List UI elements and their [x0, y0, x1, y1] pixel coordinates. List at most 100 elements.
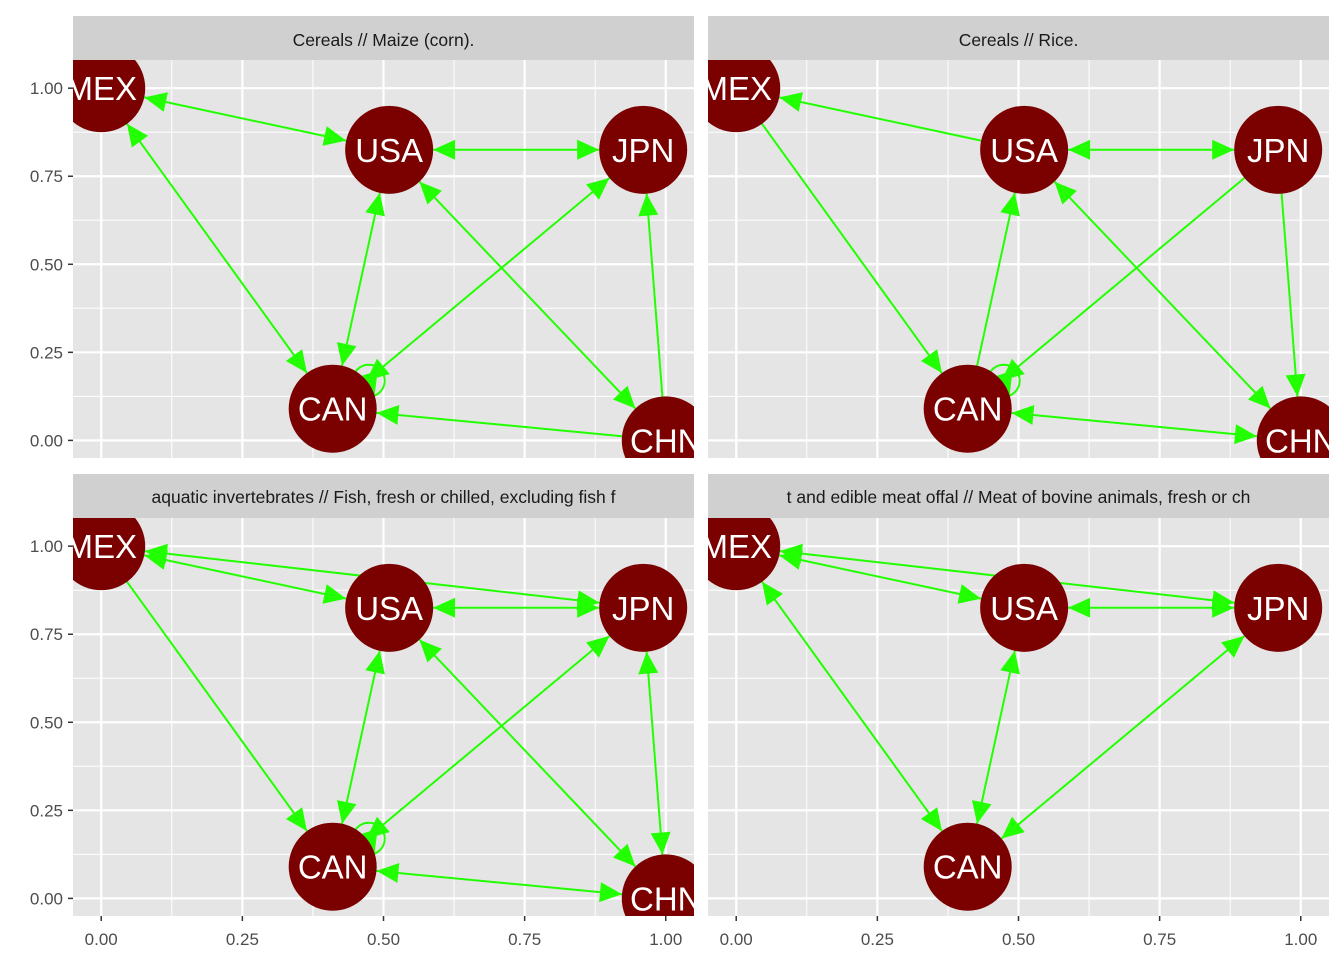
edge-line: [418, 181, 637, 410]
edge-line: [645, 651, 664, 855]
edge-line: [376, 411, 623, 438]
y-tick-label: 0.25: [30, 343, 63, 362]
x-tick-label: 0.25: [226, 930, 259, 949]
edge-arrowhead: [638, 651, 659, 675]
edge-line: [1280, 193, 1299, 397]
x-axis: 0.00 0.25 0.50 0.75 1.00: [85, 916, 682, 949]
edge-arrowhead: [1234, 424, 1257, 445]
edge-arrowhead: [1212, 597, 1235, 618]
facet-panel-0: Cereals // Maize (corn). MEX USA JPN CAN CHN…: [30, 16, 694, 458]
edge-arrowhead: [365, 650, 385, 675]
edge-arrowhead: [144, 92, 168, 112]
edge-arrowhead: [376, 863, 400, 883]
node-circle: [980, 105, 1069, 194]
edge-arrowhead: [972, 800, 992, 824]
edge-arrowhead: [920, 349, 942, 373]
node-label: MEX: [65, 528, 137, 565]
edge-arrowhead: [285, 349, 307, 373]
x-tick-label: 0.00: [85, 930, 118, 949]
edge-arrowhead: [322, 584, 347, 604]
strip-background: [708, 16, 1329, 60]
edge-arrowhead: [599, 882, 622, 903]
node-label: JPN: [612, 590, 674, 627]
node-label: USA: [990, 590, 1058, 627]
edge-arrowhead: [920, 807, 942, 831]
edge-arrowhead: [586, 636, 610, 658]
x-tick-label: 0.50: [367, 930, 400, 949]
strip-label: t and edible meat offal // Meat of bovin…: [787, 487, 1251, 507]
node-label: USA: [990, 132, 1058, 169]
edge-arrowhead: [577, 139, 600, 160]
y-tick-label: 1.00: [30, 537, 63, 556]
edge-arrowhead: [650, 831, 671, 855]
strip-background: [73, 474, 694, 518]
edge-arrowhead: [1054, 181, 1077, 205]
edge-line: [376, 869, 623, 896]
edge-arrowhead: [613, 385, 636, 409]
x-tick-label: 0.50: [1002, 930, 1035, 949]
y-tick-label: 0.00: [30, 889, 63, 908]
y-tick-label: 0.50: [30, 255, 63, 274]
node-circle: [621, 854, 694, 916]
y-tick-label: 0.00: [30, 431, 63, 450]
node-circle: [1234, 105, 1323, 194]
x-tick-label: 0.00: [720, 930, 753, 949]
node-circle: [345, 105, 434, 194]
x-axis: 0.00 0.25 0.50 0.75 1.00: [720, 916, 1317, 949]
edge-arrowhead: [1248, 385, 1271, 409]
edge-arrowhead: [957, 584, 982, 604]
node-label: MEX: [700, 528, 772, 565]
edge-line: [144, 96, 347, 142]
node-label: CAN: [933, 391, 1003, 428]
edge-line: [976, 650, 1016, 824]
node-label: USA: [355, 132, 423, 169]
edge-line: [779, 96, 982, 142]
edge-arrowhead: [779, 92, 803, 112]
node-label: JPN: [1247, 590, 1309, 627]
edge-arrowhead: [365, 192, 385, 217]
node-label: JPN: [612, 132, 674, 169]
edge-line: [645, 193, 664, 397]
node-circle: [923, 364, 1012, 453]
edge-line: [144, 554, 347, 600]
x-tick-label: 0.25: [861, 930, 894, 949]
edge-line: [365, 177, 611, 382]
edge-line: [976, 192, 1016, 366]
node-circle: [599, 105, 688, 194]
edge-arrowhead: [419, 181, 442, 205]
node-label: CAN: [298, 849, 368, 886]
edge-line: [1000, 635, 1246, 840]
y-tick-label: 0.25: [30, 801, 63, 820]
node-circle: [923, 822, 1012, 911]
strip-label: aquatic invertebrates // Fish, fresh or …: [152, 487, 616, 507]
edge-arrowhead: [419, 639, 442, 663]
edge-arrowhead: [1068, 597, 1091, 618]
edge-arrowhead: [779, 543, 803, 564]
edges-layer: [761, 92, 1306, 445]
node-circle: [1256, 396, 1329, 458]
edge-line: [126, 123, 308, 374]
x-tick-label: 1.00: [1284, 930, 1317, 949]
edge-arrowhead: [337, 342, 357, 366]
edge-line: [1011, 411, 1258, 438]
node-label: MEX: [65, 70, 137, 107]
edge-arrowhead: [322, 126, 347, 146]
node-label: CAN: [933, 849, 1003, 886]
edge-line: [761, 123, 943, 374]
facet-panel-2: aquatic invertebrates // Fish, fresh or …: [30, 474, 702, 949]
x-tick-label: 0.75: [1143, 930, 1176, 949]
strip-label: Cereals // Maize (corn).: [293, 30, 475, 50]
edge-line: [418, 639, 637, 868]
edge-arrowhead: [762, 581, 783, 606]
node-label: CHN: [630, 880, 702, 917]
x-tick-label: 0.75: [508, 930, 541, 949]
node-circle: [288, 364, 377, 453]
x-tick-label: 1.00: [649, 930, 682, 949]
node-circle: [73, 518, 146, 591]
y-tick-label: 1.00: [30, 79, 63, 98]
node-circle: [708, 60, 781, 133]
y-tick-label: 0.50: [30, 713, 63, 732]
y-axis: 0.00 0.25 0.50 0.75 1.00: [30, 79, 73, 450]
node-label: USA: [355, 590, 423, 627]
edge-line: [1053, 181, 1272, 410]
